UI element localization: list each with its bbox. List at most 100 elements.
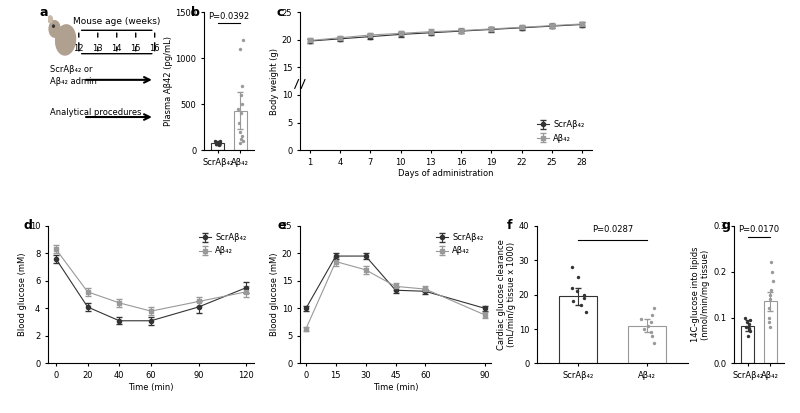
Point (211, 140, 224, 146)
Point (764, 323, 777, 330)
Circle shape (53, 25, 54, 27)
Point (236, 133, 249, 140)
Point (237, 37, 250, 43)
Point (738, 314, 751, 321)
Point (578, 295, 590, 301)
Point (645, 329, 658, 336)
Text: Mouse age (weeks): Mouse age (weeks) (73, 17, 160, 26)
Point (743, 316, 756, 323)
Point (648, 339, 661, 346)
Point (764, 291, 777, 298)
Point (575, 301, 588, 308)
Point (567, 298, 580, 305)
Point (766, 278, 779, 284)
Point (764, 287, 777, 293)
Text: P=0.0170: P=0.0170 (738, 225, 779, 234)
Point (211, 140, 224, 147)
Y-axis label: Blood glucose (mM): Blood glucose (mM) (18, 253, 27, 336)
Bar (742, 326, 754, 363)
Text: 12: 12 (74, 44, 84, 53)
Bar (764, 301, 777, 363)
Point (214, 138, 226, 144)
Point (647, 305, 660, 312)
Bar (211, 143, 224, 150)
Text: 15: 15 (130, 44, 141, 53)
Point (645, 319, 658, 325)
Point (233, 46, 246, 52)
Y-axis label: Plasma Aβ42 (pg/mL): Plasma Aβ42 (pg/mL) (163, 36, 173, 126)
Point (233, 119, 246, 126)
Point (764, 296, 777, 302)
Text: P=0.0287: P=0.0287 (592, 225, 633, 235)
Point (579, 309, 592, 315)
Point (646, 312, 658, 318)
Point (234, 140, 246, 146)
Ellipse shape (48, 16, 53, 23)
Legend: ScrAβ₄₂, Aβ₄₂: ScrAβ₄₂, Aβ₄₂ (432, 230, 487, 259)
Point (765, 259, 778, 266)
Point (577, 291, 590, 298)
Bar (628, 325, 666, 363)
Point (743, 324, 756, 331)
Text: d: d (23, 219, 32, 232)
Point (742, 332, 754, 339)
Point (236, 138, 249, 144)
Point (231, 105, 244, 112)
Point (213, 141, 226, 148)
Point (634, 316, 647, 322)
Legend: ScrAβ₄₂, Aβ₄₂: ScrAβ₄₂, Aβ₄₂ (195, 230, 250, 259)
Y-axis label: 14C-glucose into lipids
(nmol/min/mg tissue): 14C-glucose into lipids (nmol/min/mg tis… (691, 247, 710, 342)
Point (212, 138, 225, 145)
Point (646, 332, 658, 339)
Point (642, 322, 654, 329)
Point (743, 321, 756, 328)
Point (638, 326, 650, 332)
Point (234, 110, 247, 116)
Point (213, 140, 226, 147)
Point (234, 136, 247, 142)
Point (210, 141, 222, 147)
Point (236, 101, 249, 107)
Point (213, 140, 226, 146)
Y-axis label: Body weight (g): Body weight (g) (270, 48, 279, 115)
Point (766, 268, 778, 275)
Point (763, 319, 776, 325)
Point (234, 128, 246, 135)
Text: e: e (277, 219, 286, 232)
Point (566, 285, 579, 291)
Text: 14: 14 (111, 44, 122, 53)
Point (742, 326, 755, 332)
Point (740, 319, 753, 325)
Y-axis label: Blood glucose (mM): Blood glucose (mM) (270, 253, 279, 336)
Text: 16: 16 (150, 44, 160, 53)
Point (740, 323, 753, 330)
Point (234, 92, 247, 98)
Legend: ScrAβ₄₂, Aβ₄₂: ScrAβ₄₂, Aβ₄₂ (534, 117, 588, 146)
Text: g: g (722, 219, 730, 232)
Text: f: f (506, 219, 512, 232)
Point (235, 83, 248, 89)
Point (762, 314, 775, 321)
Point (762, 305, 775, 312)
Text: ScrAβ₄₂ or
Aβ₄₂ admin: ScrAβ₄₂ or Aβ₄₂ admin (50, 65, 97, 86)
Text: a: a (39, 5, 48, 19)
Point (572, 274, 585, 281)
Ellipse shape (49, 21, 60, 37)
Point (566, 264, 578, 271)
Point (213, 139, 226, 145)
Bar (234, 111, 246, 150)
Point (209, 138, 222, 145)
Text: c: c (277, 5, 284, 19)
Text: Analytical procedures: Analytical procedures (50, 108, 142, 117)
Point (743, 328, 756, 335)
Text: P=0.0392: P=0.0392 (209, 12, 250, 21)
Ellipse shape (56, 25, 75, 55)
X-axis label: Time (min): Time (min) (373, 383, 418, 392)
Y-axis label: Cardiac glucose clearance
(mL/min/g tissue x 1000): Cardiac glucose clearance (mL/min/g tiss… (497, 239, 516, 350)
Text: b: b (191, 5, 200, 19)
X-axis label: Time (min): Time (min) (128, 383, 174, 392)
Point (570, 288, 583, 294)
Text: 13: 13 (93, 44, 103, 53)
Bar (559, 297, 597, 363)
X-axis label: Days of administration: Days of administration (398, 169, 494, 178)
